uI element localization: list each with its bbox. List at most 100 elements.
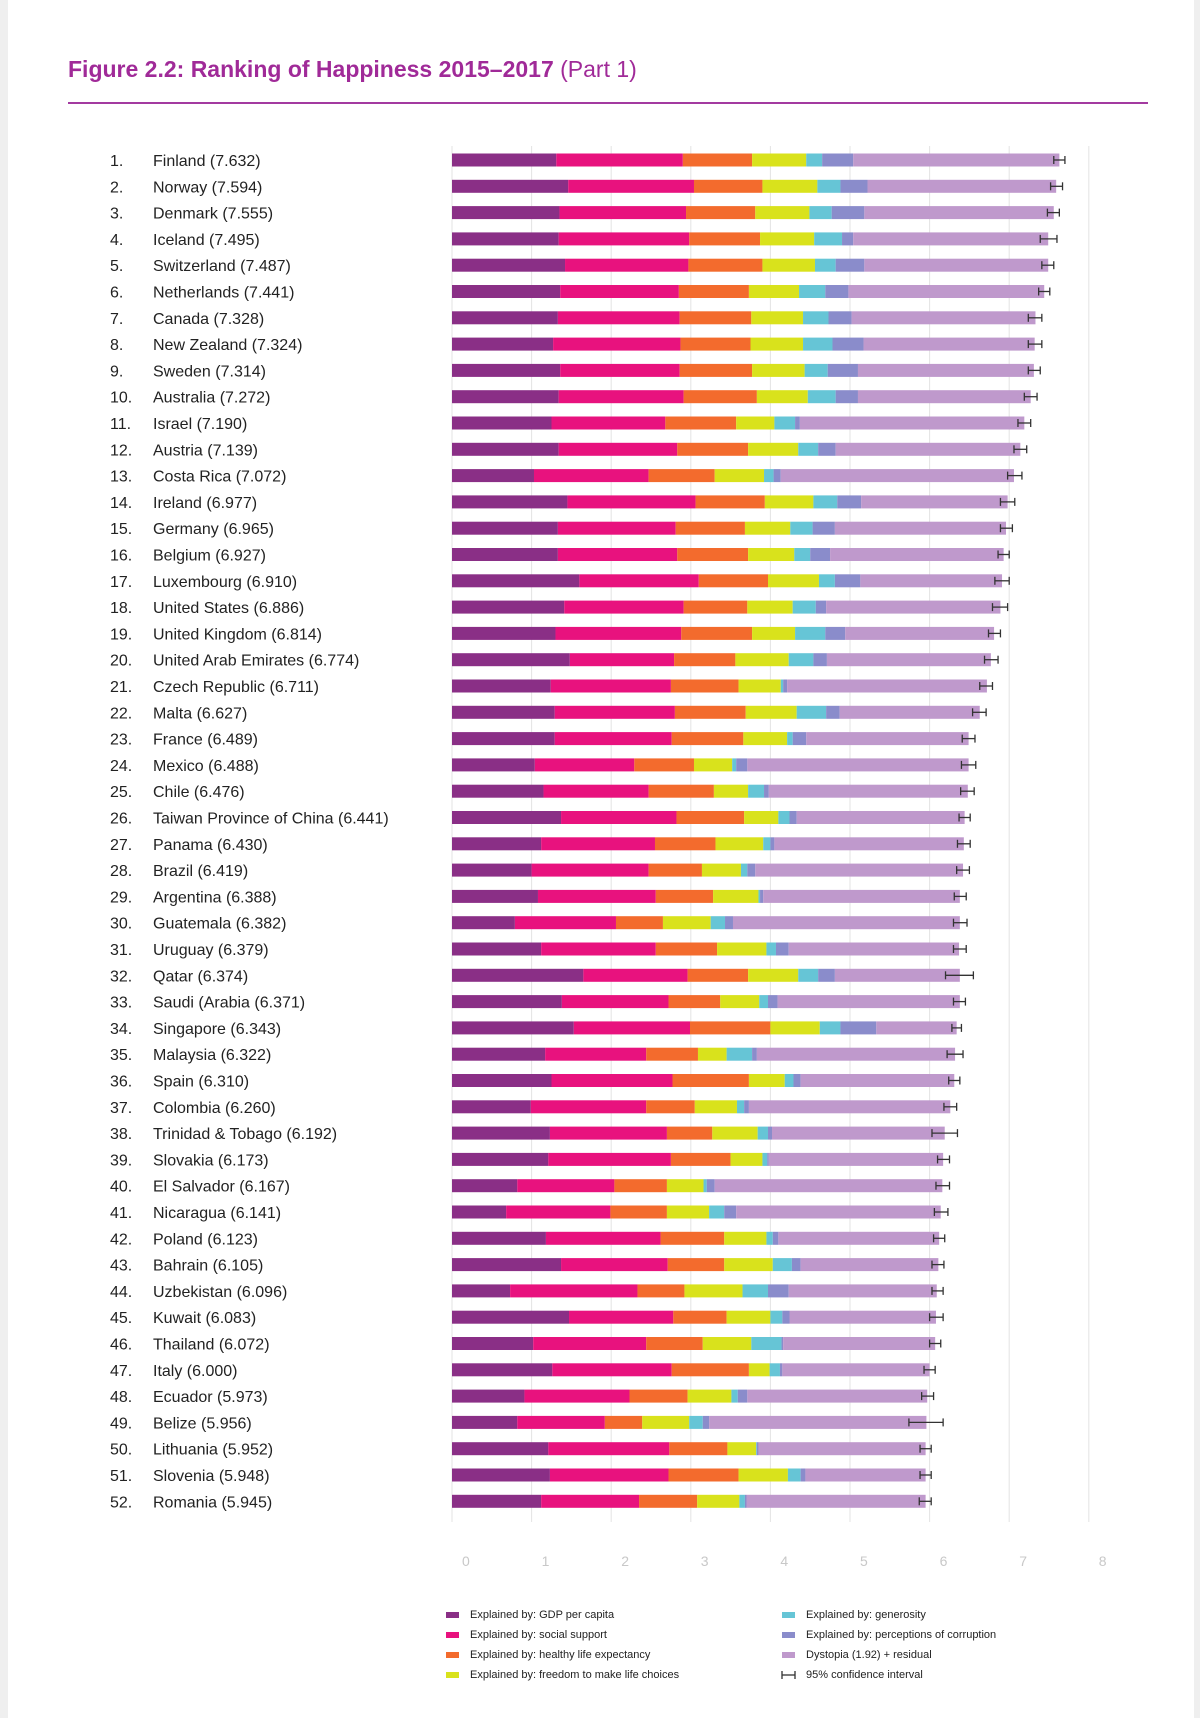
bar-segment-2: [506, 1205, 611, 1219]
bar-segment-6: [764, 784, 769, 798]
row-label: Sweden (7.314): [153, 363, 266, 380]
x-tick-label-4: 4: [780, 1553, 788, 1569]
bar-segment-7: [780, 469, 1014, 483]
bar-segment-7: [755, 863, 964, 877]
bar-segment-2: [510, 1284, 638, 1298]
bar-segment-4: [748, 1363, 770, 1377]
bar-segment-5: [780, 679, 784, 693]
row-rank: 18.: [110, 600, 132, 617]
bar-segment-1: [452, 1179, 518, 1193]
bar-segment-7: [747, 1389, 928, 1403]
bar-segment-5: [778, 811, 790, 824]
row-label: Iceland (7.495): [153, 232, 260, 249]
row-rank: 32.: [110, 968, 132, 985]
bar-segment-6: [725, 916, 733, 930]
bar-segment-3: [671, 1363, 749, 1377]
row-rank: 48.: [110, 1389, 132, 1406]
row-rank: 14.: [110, 495, 132, 512]
bar-segment-6: [793, 1074, 801, 1087]
chart-legend: Explained by: GDP per capita Explained by…: [446, 1609, 996, 1681]
bar-segment-1: [452, 995, 562, 1009]
bar-segment-4: [720, 995, 760, 1009]
bar-segment-2: [569, 653, 675, 667]
bar-segment-3: [667, 1258, 725, 1272]
bar-segment-5: [799, 285, 826, 298]
bar-segment-3: [670, 1152, 731, 1166]
bar-segment-6: [840, 1021, 877, 1035]
bar-segment-5: [803, 337, 833, 351]
row-rank: 17.: [110, 574, 132, 591]
bar-segment-2: [533, 1337, 647, 1350]
bar-segment-3: [676, 811, 745, 824]
bar-segment-6: [752, 1047, 757, 1061]
bar-segment-3: [670, 679, 739, 693]
bar-segment-4: [687, 1389, 732, 1403]
bar-segment-3: [614, 1179, 667, 1193]
bar-segment-5: [772, 1258, 792, 1272]
bar-segment-4: [666, 1179, 704, 1193]
bar-segment-5: [788, 653, 814, 667]
bar-segment-6: [737, 1389, 748, 1403]
bar-segment-4: [736, 416, 775, 430]
bar-segment-4: [745, 705, 797, 719]
bar-segment-2: [543, 784, 649, 798]
bar-segment-7: [748, 1100, 951, 1114]
bar-segment-1: [452, 758, 535, 772]
bar-segment-3: [648, 784, 714, 798]
bar-segment-7: [835, 442, 1021, 456]
bar-segment-1: [452, 258, 566, 272]
legend-label-ci: 95% confidence interval: [806, 1669, 923, 1681]
row-rank: 50.: [110, 1442, 132, 1459]
bar-segment-7: [834, 521, 1007, 535]
bar-segment-7: [789, 1310, 936, 1324]
bar-segment-7: [799, 416, 1025, 430]
bar-segment-7: [830, 548, 1004, 561]
row-label: Qatar (6.374): [153, 968, 248, 985]
bar-segment-6: [837, 495, 862, 509]
row-rank: 13.: [110, 469, 132, 486]
bar-segment-2: [558, 442, 678, 456]
bar-segment-4: [738, 679, 781, 693]
bar-segment-2: [531, 863, 649, 877]
bar-segment-7: [806, 732, 969, 746]
bar-segment-4: [770, 1021, 820, 1035]
bar-segment-4: [726, 1310, 771, 1324]
bar-segment-1: [452, 574, 580, 588]
bar-segment-3: [683, 600, 748, 614]
bar-segment-5: [814, 258, 836, 272]
figure-title: Figure 2.2: Ranking of Happiness 2015–20…: [68, 56, 637, 83]
bar-segment-1: [452, 521, 558, 535]
bar-segment-1: [452, 548, 558, 561]
bar-segment-2: [565, 258, 689, 272]
bar-segment-5: [796, 705, 827, 719]
bar-segment-2: [560, 363, 680, 377]
bar-segment-7: [782, 1363, 930, 1377]
row-label: Denmark (7.555): [153, 206, 273, 223]
bar-segment-4: [762, 258, 815, 272]
row-rank: 38.: [110, 1126, 132, 1143]
bar-segment-6: [724, 1205, 737, 1219]
bar-segment-1: [452, 311, 558, 325]
figure-title-sub: (Part 1): [560, 56, 637, 82]
bar-segment-3: [675, 521, 745, 535]
bar-segment-7: [857, 390, 1031, 404]
bar-segment-5: [762, 1152, 768, 1166]
bar-segment-1: [452, 1100, 531, 1114]
bar-segment-7: [763, 889, 960, 903]
bar-segment-4: [713, 889, 759, 903]
bar-segment-6: [818, 968, 835, 982]
bar-segment-2: [551, 416, 666, 430]
bar-segment-2: [548, 1152, 671, 1166]
bar-segment-7: [805, 1468, 926, 1482]
bar-segment-2: [524, 1389, 630, 1403]
bar-segment-2: [573, 1021, 691, 1035]
bar-segment-5: [726, 1047, 753, 1061]
legend-label-4: Explained by: freedom to make life choic…: [470, 1669, 680, 1681]
row-label: Switzerland (7.487): [153, 258, 291, 275]
row-label: Italy (6.000): [153, 1363, 237, 1380]
bar-segment-6: [779, 1363, 783, 1377]
bar-segment-4: [717, 942, 767, 956]
bar-segment-1: [452, 811, 562, 824]
bar-segment-3: [665, 416, 737, 430]
bar-segment-2: [560, 285, 679, 298]
